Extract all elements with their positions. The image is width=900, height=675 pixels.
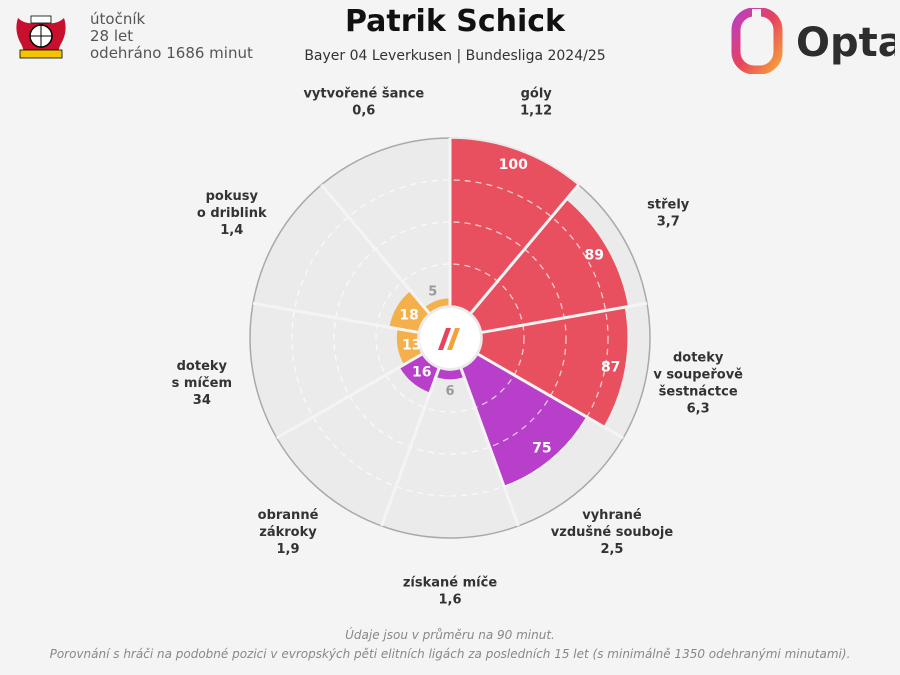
value-label-7: 18	[399, 307, 418, 323]
player-minutes: odehráno 1686 minut	[90, 44, 253, 62]
category-label-1: střely 3,7	[647, 198, 690, 230]
grid-spoke-2	[481, 301, 648, 334]
grid-ring-0	[375, 263, 525, 413]
value-label-4: 6	[445, 384, 454, 399]
player-age: 28 let	[90, 27, 134, 45]
opta-mark-icon	[438, 328, 460, 350]
page-title: Patrik Schick	[344, 4, 565, 39]
grid-spoke-8	[320, 183, 431, 315]
grid-spoke-4	[459, 367, 520, 527]
player-position: útočník	[90, 10, 146, 28]
bar-1	[469, 197, 630, 334]
bayer-leverkusen-logo	[16, 15, 66, 59]
category-label-2: doteky v soupeřově šestnáctce 6,3	[653, 350, 743, 416]
value-label-0: 100	[499, 157, 528, 173]
category-label-8: vytvořené šance 0,6	[303, 87, 424, 119]
grid-spoke-1	[469, 183, 580, 315]
grid-spoke-6	[276, 352, 424, 440]
grid-spoke-7	[252, 301, 419, 334]
value-label-1: 89	[584, 248, 603, 264]
value-label-5: 16	[412, 365, 431, 381]
grid-spoke-5	[380, 367, 441, 527]
value-label-3: 75	[532, 441, 551, 457]
category-label-4: získané míče 1,6	[403, 576, 497, 608]
opta-logo: Opta	[731, 8, 895, 74]
category-label-0: góly 1,12	[520, 87, 552, 119]
grid-ring-1	[333, 221, 567, 455]
category-label-5: obranné zákroky 1,9	[258, 508, 319, 557]
page-subtitle: Bayer 04 Leverkusen | Bundesliga 2024/25	[304, 48, 606, 64]
value-label-8: 5	[428, 285, 437, 300]
grid-ring-2	[291, 179, 609, 497]
grid-spoke-3	[476, 352, 624, 440]
bar-0	[449, 137, 580, 315]
center-circle	[420, 308, 480, 368]
category-label-6: doteky s míčem 34	[172, 359, 232, 408]
footnote: Údaje jsou v průměru na 90 minut. Porovn…	[0, 626, 900, 664]
footnote-line-1: Údaje jsou v průměru na 90 minut.	[345, 628, 555, 642]
player-meta: útočník 28 let odehráno 1686 minut	[90, 11, 253, 62]
category-label-7: pokusy o driblink 1,4	[197, 189, 267, 238]
bar-2	[476, 306, 629, 429]
value-label-6: 13	[402, 338, 421, 354]
opta-logo-text: Opta	[796, 20, 895, 66]
category-label-3: vyhrané vzdušné souboje 2,5	[551, 508, 674, 557]
footnote-line-2: Porovnání s hráči na podobné pozici v ev…	[49, 647, 851, 661]
value-label-2: 87	[601, 359, 620, 375]
